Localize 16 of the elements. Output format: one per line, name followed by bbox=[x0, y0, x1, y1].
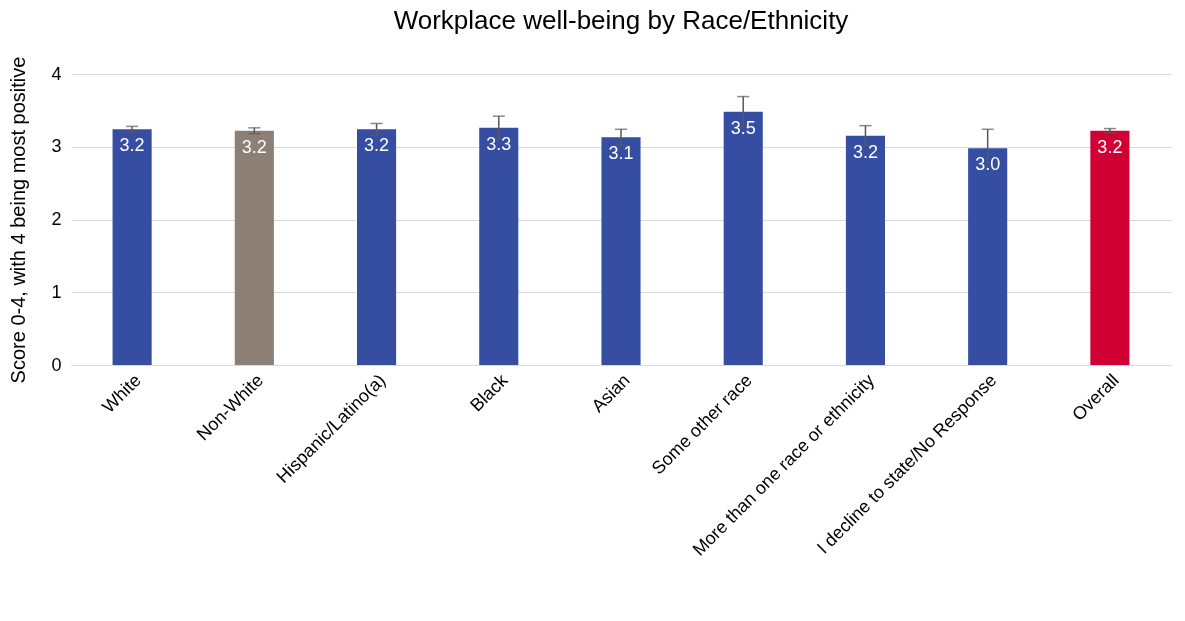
data-label: 3.2 bbox=[1097, 136, 1123, 157]
y-tick-label: 2 bbox=[51, 209, 62, 229]
y-tick-label: 3 bbox=[51, 136, 62, 157]
y-axis-title: Score 0-4, with 4 being most positive bbox=[7, 56, 30, 384]
data-label: 3.2 bbox=[241, 136, 267, 157]
y-tick-label: 0 bbox=[51, 354, 62, 375]
data-label: 3.2 bbox=[119, 135, 145, 156]
data-label: 3.3 bbox=[486, 133, 512, 154]
y-tick-label: 1 bbox=[51, 281, 62, 302]
chart-title: Workplace well-being by Race/Ethnicity bbox=[393, 5, 849, 36]
data-label: 3.2 bbox=[364, 135, 390, 156]
data-label: 3.1 bbox=[608, 143, 634, 164]
data-label: 3.2 bbox=[852, 141, 878, 162]
data-label: 3.0 bbox=[975, 154, 1001, 175]
y-tick-label: 4 bbox=[51, 63, 62, 84]
data-label: 3.5 bbox=[730, 117, 756, 138]
